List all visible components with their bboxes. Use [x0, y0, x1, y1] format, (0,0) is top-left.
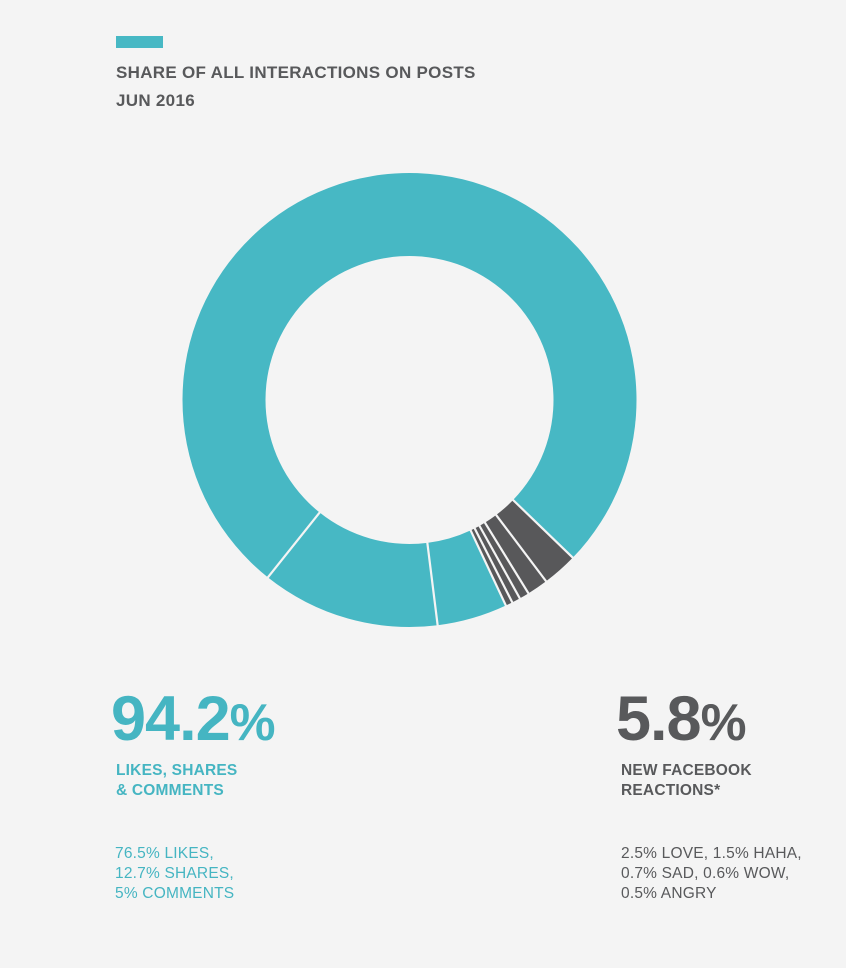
stat-value-left: 94.2% — [111, 688, 276, 753]
stat-block-likes-shares-comments: 94.2% LIKES, SHARES & COMMENTS — [111, 688, 276, 801]
donut-segment-shares — [267, 512, 438, 627]
donut-segment-separator — [494, 512, 549, 584]
chart-title-line1: SHARE OF ALL INTERACTIONS ON POSTS — [116, 63, 476, 82]
donut-segment-separator — [472, 526, 515, 605]
donut-segment-angry — [470, 528, 513, 606]
stat-detail-right-line3: 0.5% ANGRY — [621, 885, 717, 902]
stat-detail-left: 76.5% LIKES, 12.7% SHARES, 5% COMMENTS — [115, 844, 234, 904]
donut-segment-separator — [468, 528, 508, 608]
accent-bar — [116, 36, 163, 48]
stat-detail-left-line3: 5% COMMENTS — [115, 885, 235, 902]
stat-label-left-line1: LIKES, SHARES — [116, 762, 238, 779]
stat-value-left-number: 94.2 — [111, 684, 231, 754]
stat-detail-left-line2: 12.7% SHARES, — [115, 865, 234, 882]
stat-detail-right-line2: 0.7% SAD, 0.6% WOW, — [621, 865, 790, 882]
donut-segment-comments — [427, 530, 506, 626]
stat-detail-left-line1: 76.5% LIKES, — [115, 845, 214, 862]
stat-label-right-line1: NEW FACEBOOK — [621, 762, 752, 779]
stat-detail-right-line1: 2.5% LOVE, 1.5% HAHA, — [621, 845, 802, 862]
donut-segment-wow — [474, 525, 520, 603]
stat-value-right-percent: % — [700, 693, 747, 751]
stat-value-left-percent: % — [229, 693, 276, 751]
donut-segment-likes — [182, 172, 637, 578]
donut-segment-love — [496, 500, 573, 582]
donut-segment-haha — [484, 515, 547, 594]
stat-value-right: 5.8% — [616, 688, 752, 753]
donut-segment-separator — [482, 520, 531, 596]
donut-segment-separator — [510, 497, 575, 560]
stat-label-right-line2: REACTIONS* — [621, 782, 721, 799]
stat-label-left: LIKES, SHARES & COMMENTS — [116, 761, 275, 801]
stat-label-right: NEW FACEBOOK REACTIONS* — [621, 761, 752, 801]
donut-segment-separator — [426, 540, 439, 628]
stat-detail-right: 2.5% LOVE, 1.5% HAHA, 0.7% SAD, 0.6% WOW… — [621, 844, 802, 904]
donut-segment-sad — [479, 522, 529, 599]
donut-segment-separator — [265, 510, 322, 580]
stat-block-reactions: 5.8% NEW FACEBOOK REACTIONS* — [616, 688, 752, 801]
chart-title: SHARE OF ALL INTERACTIONS ON POSTS JUN 2… — [116, 59, 476, 115]
stat-value-right-number: 5.8 — [616, 684, 702, 754]
donut-segment-separator — [477, 523, 522, 601]
chart-title-line2: JUN 2016 — [116, 91, 195, 110]
stat-label-left-line2: & COMMENTS — [116, 782, 224, 799]
